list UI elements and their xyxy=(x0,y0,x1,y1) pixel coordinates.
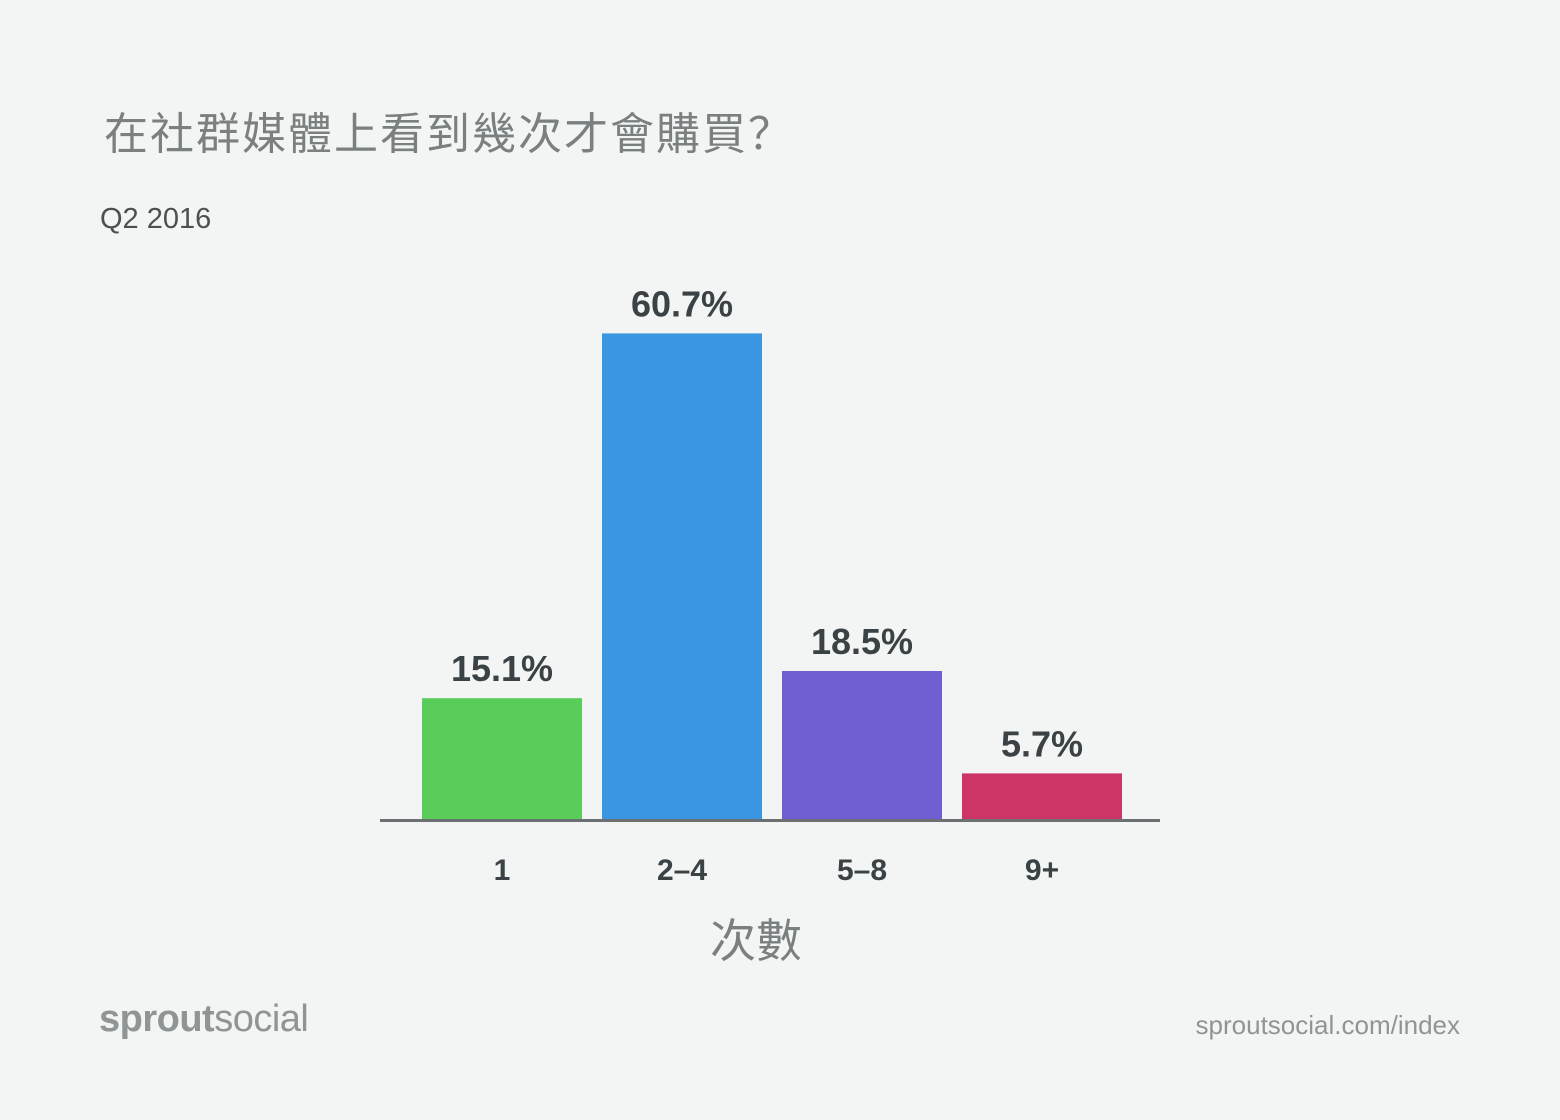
footer-url: sproutsocial.com/index xyxy=(1195,1010,1460,1040)
x-tick-label-4: 9+ xyxy=(1025,854,1059,887)
chart-title: 在社群媒體上看到幾次才會購買？ xyxy=(104,109,794,160)
bar-3 xyxy=(782,671,942,819)
logo-bold: sprout xyxy=(99,998,215,1040)
bars-group xyxy=(422,333,1122,819)
chart-subtitle: Q2 2016 xyxy=(100,203,212,235)
value-label-2: 60.7% xyxy=(631,283,733,324)
x-tick-label-3: 5–8 xyxy=(837,854,887,887)
bar-1 xyxy=(422,698,582,819)
value-label-4: 5.7% xyxy=(1001,723,1083,764)
logo-regular: social xyxy=(214,998,309,1040)
x-axis-label: 次數 xyxy=(710,914,802,968)
x-tick-labels-group: 1 2–4 5–8 9+ xyxy=(494,854,1059,887)
sproutsocial-logo: sproutsocial xyxy=(99,998,309,1041)
bar-4 xyxy=(962,773,1122,819)
x-tick-label-1: 1 xyxy=(494,854,511,887)
x-tick-label-2: 2–4 xyxy=(657,854,707,887)
value-label-1: 15.1% xyxy=(451,648,553,689)
value-label-3: 18.5% xyxy=(811,621,913,662)
bar-2 xyxy=(602,333,762,819)
value-labels-group: 15.1% 60.7% 18.5% 5.7% xyxy=(451,283,1083,764)
